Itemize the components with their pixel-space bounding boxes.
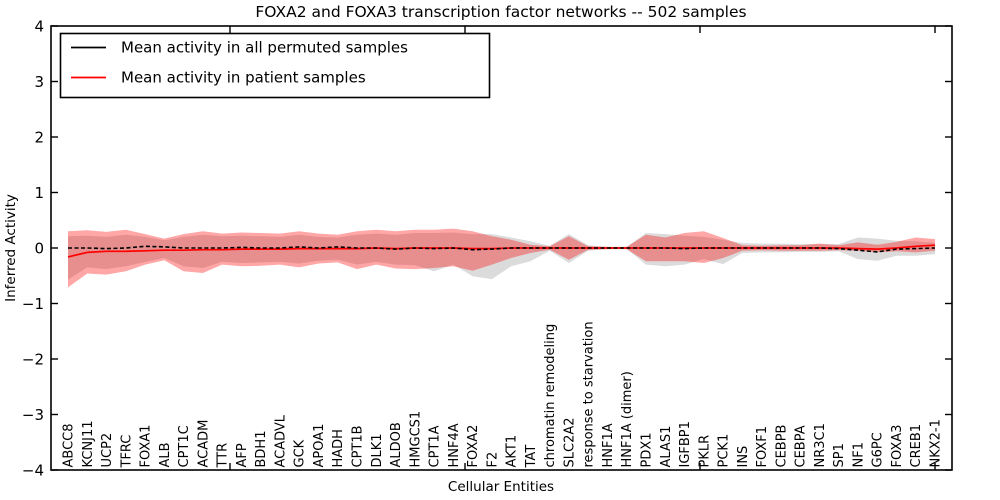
x-tick-label: KCNJ11: [81, 421, 96, 468]
x-tick-label: NF1: [851, 442, 866, 467]
x-tick-label: G6PC: [871, 432, 886, 467]
confidence-bands: [68, 228, 935, 288]
x-tick-label: TFRC: [119, 435, 134, 469]
y-tick-label: 3: [34, 73, 44, 91]
x-tick-label: NR3C1: [813, 423, 828, 467]
y-tick-label: −4: [22, 462, 44, 480]
x-tick-label: PDX1: [640, 432, 655, 467]
x-tick-label: ACADVL: [273, 414, 288, 467]
x-tick-label: HADH: [331, 429, 346, 467]
x-tick-label: HMGCS1: [408, 411, 423, 468]
x-tick-label: UCP2: [100, 433, 115, 468]
x-tick-label: CPT1C: [177, 425, 192, 467]
x-tick-label: FOXA1: [139, 425, 154, 468]
x-axis-label: Cellular Entities: [448, 479, 554, 495]
x-tick-label: AKT1: [505, 435, 520, 468]
permuted-band: [68, 232, 935, 280]
x-tick-label: BDH1: [254, 431, 269, 468]
x-tick-labels: ABCC8 KCNJ11 UCP2 TFRC FOXA1 ALB CPT1C ACADM TTR…: [62, 321, 944, 468]
x-tick-label: CEBPB: [774, 425, 789, 468]
x-tick-label: response to starvation: [582, 321, 597, 467]
x-tick-label: HNF1A: [601, 423, 616, 467]
legend-item-patient: Mean activity in patient samples: [71, 69, 366, 87]
x-tick-label: CREB1: [909, 424, 924, 468]
x-tick-label: IGFBP1: [678, 421, 693, 467]
y-tick-label: 0: [34, 240, 44, 258]
series-lines: [67, 244, 936, 258]
x-tick-label: FOXF1: [755, 426, 770, 468]
y-tick-label: −3: [22, 406, 44, 424]
y-tick-label: −2: [22, 351, 44, 369]
x-tick-label: PCK1: [717, 434, 732, 468]
permuted-mean-line: [68, 245, 936, 253]
x-tick-label: CPT1A: [428, 425, 443, 467]
x-tick-label: ALB: [158, 442, 173, 467]
x-tick-label: ALDOB: [389, 422, 404, 467]
legend-label-patient: Mean activity in patient samples: [121, 69, 366, 87]
x-tick-label: CPT1B: [351, 425, 366, 467]
y-tick-label: 1: [34, 184, 44, 202]
x-tick-label: TAT: [524, 445, 539, 469]
y-axis-label: Inferred Activity: [3, 194, 19, 302]
x-tick-label: INS: [736, 446, 751, 468]
x-tick-label: DLK1: [370, 433, 385, 467]
x-tick-label: CEBPA: [794, 425, 809, 467]
chart-title: FOXA2 and FOXA3 transcription factor net…: [255, 3, 746, 21]
x-tick-label: HNF4A: [447, 423, 462, 467]
y-tick-label: 4: [34, 18, 44, 36]
x-tick-label: PKLR: [697, 435, 712, 468]
x-tick-label: SP1: [832, 443, 847, 467]
legend-box: [59, 32, 491, 99]
y-tick-label: 2: [34, 129, 44, 147]
x-tick-label: TTR: [216, 443, 231, 469]
x-tick-label: AFP: [235, 443, 250, 467]
y-tick-label: −1: [22, 295, 44, 313]
patient-band: [68, 228, 935, 288]
x-tick-label: SLC2A2: [562, 417, 577, 467]
x-tick-label: GCK: [293, 439, 308, 467]
x-tick-label: HNF1A (dimer): [620, 371, 635, 467]
x-tick-label: F2: [485, 452, 500, 468]
x-tick-label: ALAS1: [659, 426, 674, 468]
x-tick-label: ABCC8: [62, 423, 77, 467]
x-tick-label: ACADM: [196, 420, 211, 468]
x-tick-label: FOXA2: [466, 425, 481, 468]
x-tick-label: chromatin remodeling: [543, 324, 558, 468]
legend-item-permuted: Mean activity in all permuted samples: [71, 39, 408, 57]
tick-marks: [51, 25, 952, 471]
x-tick-label: NKX2-1: [929, 419, 944, 467]
x-tick-label: FOXA3: [890, 425, 905, 468]
legend-label-permuted: Mean activity in all permuted samples: [121, 39, 408, 57]
legend: Mean activity in all permuted samples Me…: [59, 32, 491, 99]
y-tick-labels: 4 3 2 1 0 −1 −2 −3 −4: [22, 18, 44, 480]
x-tick-label: APOA1: [312, 424, 327, 468]
